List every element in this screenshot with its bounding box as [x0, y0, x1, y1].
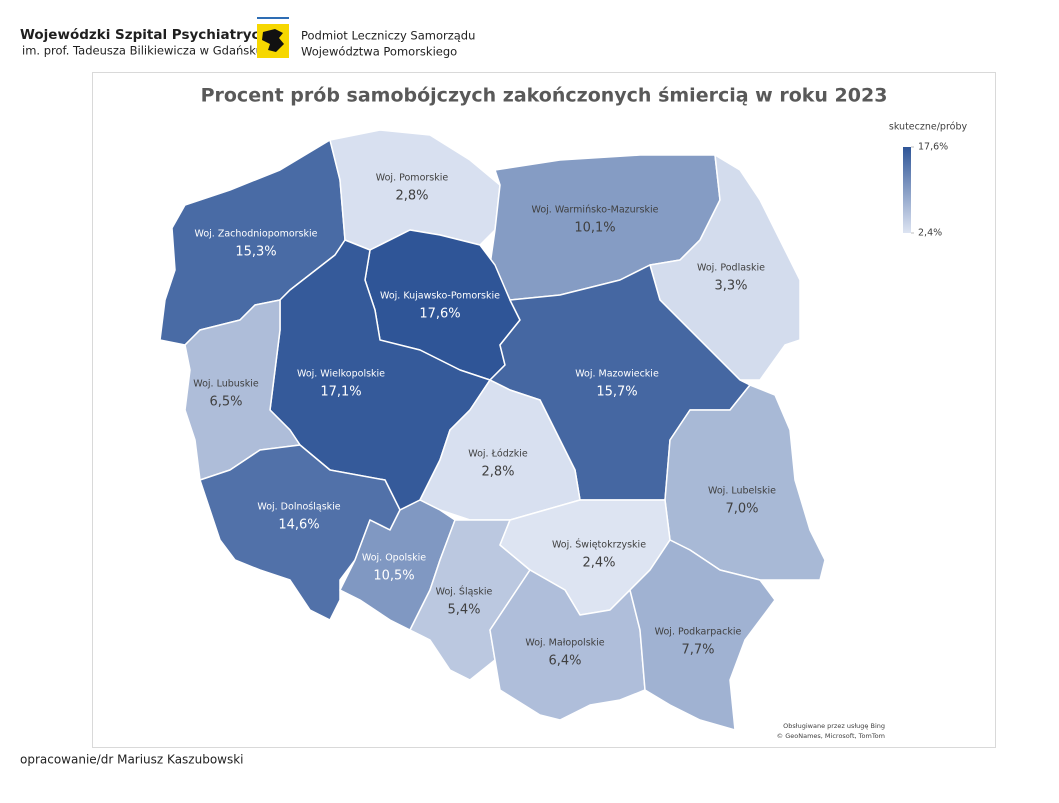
region-value: 5,4% — [447, 603, 480, 618]
attribution: © GeoNames, Microsoft, TomTom — [777, 732, 885, 740]
region-labels: Woj. Zachodniopomorskie 15,3% Woj. Pomorsk… — [193, 173, 776, 669]
region-name: Woj. Dolnośląskie — [257, 502, 340, 513]
attribution: Obsługiwane przez usługę Bing — [783, 722, 885, 730]
region-value: 2,8% — [481, 465, 514, 480]
region-name: Woj. Świętokrzyskie — [552, 539, 646, 551]
footer-author: opracowanie/dr Mariusz Kaszubowski — [20, 753, 244, 767]
legend: 17,6% 2,4% — [911, 142, 948, 239]
region-value: 15,7% — [596, 385, 637, 400]
region-name: Woj. Opolskie — [362, 553, 426, 564]
region-value: 10,1% — [574, 221, 615, 236]
map-title: Procent prób samobójczych zakończonych ś… — [201, 85, 888, 107]
region — [629, 539, 776, 731]
region-name: Woj. Podkarpackie — [655, 627, 742, 638]
region-value: 10,5% — [373, 569, 414, 584]
region-value: 15,3% — [235, 245, 276, 260]
region-value: 6,5% — [209, 395, 242, 410]
region-value: 2,8% — [395, 189, 428, 204]
region-name: Woj. Łódzkie — [468, 449, 528, 460]
region-value: 17,6% — [419, 307, 460, 322]
legend-tick-label: 17,6% — [918, 142, 948, 153]
region-name: Woj. Zachodniopomorskie — [195, 229, 318, 240]
owner-line: Województwa Pomorskiego — [301, 45, 457, 59]
region-name: Woj. Małopolskie — [525, 638, 604, 649]
region-name: Woj. Lubelskie — [708, 486, 776, 497]
region — [184, 299, 301, 481]
regions — [159, 129, 826, 731]
region-name: Woj. Warmińsko-Mazurskie — [532, 205, 659, 216]
region-name: Woj. Śląskie — [436, 586, 493, 598]
owner-line: Podmiot Leczniczy Samorządu — [301, 29, 475, 43]
region-value: 7,7% — [681, 643, 714, 658]
legend-title: skuteczne/próby — [889, 122, 968, 133]
region-value: 6,4% — [548, 654, 581, 669]
region-value: 2,4% — [582, 556, 615, 571]
region-name: Woj. Lubuskie — [193, 379, 259, 390]
region-value: 3,3% — [714, 279, 747, 294]
region-name: Woj. Mazowieckie — [575, 369, 659, 380]
region-value: 14,6% — [278, 518, 319, 533]
legend-tick-label: 2,4% — [918, 228, 942, 239]
region-name: Woj. Podlaskie — [697, 263, 765, 274]
org-name: Wojewódzki Szpital Psychiatryczny — [20, 27, 286, 43]
region-name: Woj. Pomorskie — [376, 173, 449, 184]
region-name: Woj. Kujawsko-Pomorskie — [380, 291, 500, 302]
region-value: 17,1% — [320, 385, 361, 400]
logo-griffin — [262, 29, 284, 52]
region-name: Woj. Wielkopolskie — [297, 369, 385, 380]
legend-scale — [903, 147, 911, 233]
region-value: 7,0% — [725, 502, 758, 517]
org-subname: im. prof. Tadeusza Bilikiewicza w Gdańsk… — [22, 44, 263, 58]
